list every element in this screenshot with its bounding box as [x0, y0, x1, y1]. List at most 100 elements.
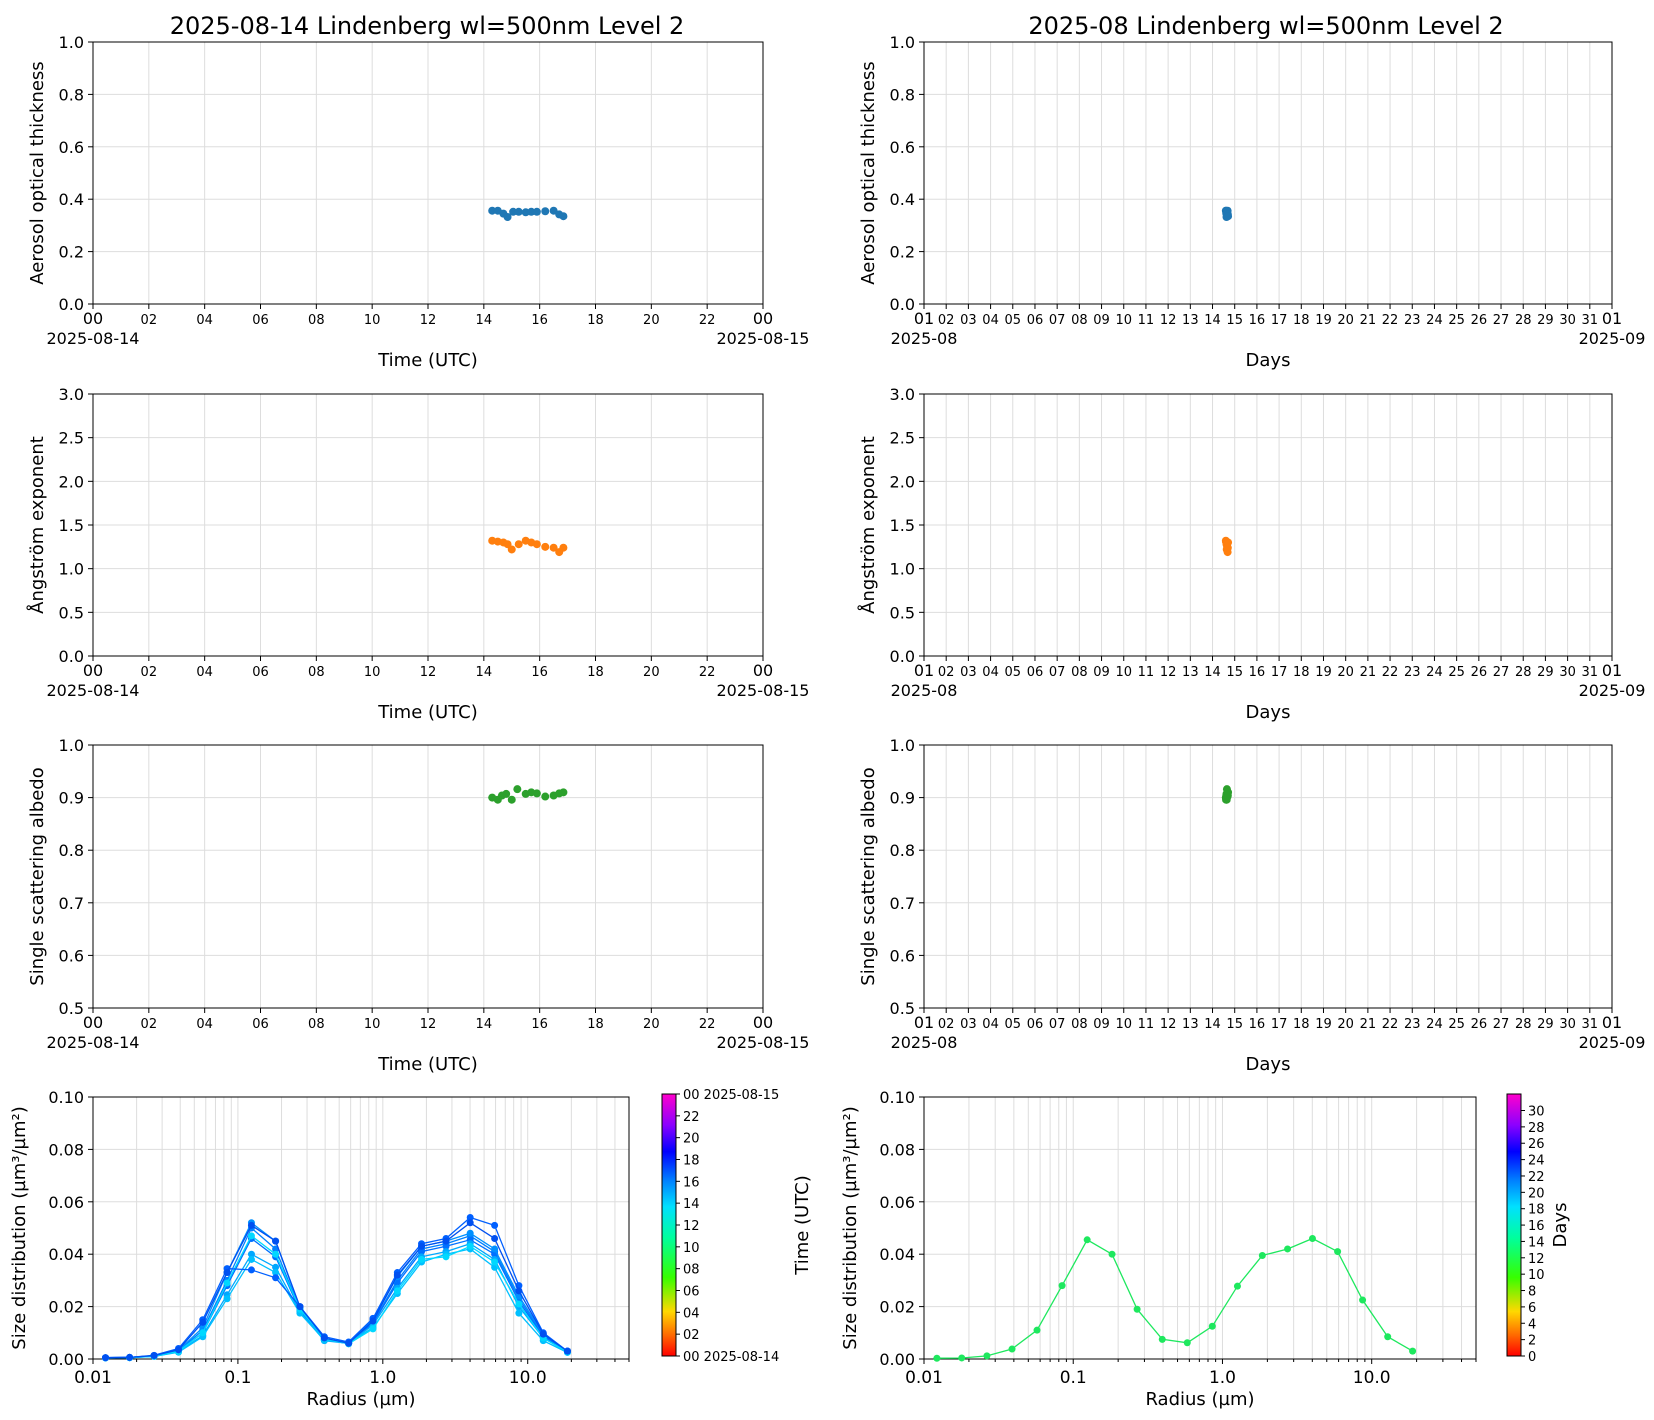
x-tick-label: 07: [1049, 313, 1066, 328]
data-point: [126, 1353, 134, 1361]
data-point: [559, 212, 568, 221]
x-tick-label: 20: [1337, 1017, 1354, 1032]
data-point: [247, 1266, 255, 1274]
colorbar-tick-label: 8: [1528, 1285, 1536, 1300]
data-point: [509, 207, 518, 216]
colorbar-tick-label: 12: [683, 1219, 700, 1234]
x-tick-label: 1.0: [369, 1368, 396, 1388]
colorbar-tick-label: 16: [683, 1175, 700, 1190]
y-tick-label: 1.0: [59, 736, 84, 755]
x-tick-label: 16: [531, 313, 548, 328]
x-tick-label: 12: [1160, 665, 1177, 680]
y-tick-label: 0.6: [59, 946, 84, 965]
data-point: [491, 1245, 499, 1253]
x-tick-label: 13: [1182, 1017, 1199, 1032]
x-tick-label: 17: [1271, 313, 1288, 328]
data-point: [488, 206, 497, 215]
data-point: [272, 1263, 280, 1271]
data-point: [442, 1253, 450, 1261]
x-tick-label: 09: [1093, 313, 1110, 328]
x-tick-label: 22: [1382, 1017, 1399, 1032]
x-tick-label: 10: [364, 313, 381, 328]
x-tick-label: 23: [1404, 665, 1421, 680]
y-axis-label: Size distribution (µm³/µm²): [9, 1106, 30, 1349]
data-point: [559, 788, 568, 797]
data-point: [1183, 1339, 1191, 1347]
y-tick-label: 0.4: [890, 190, 915, 209]
data-point: [1224, 212, 1233, 221]
x-tick-label: 0.1: [224, 1368, 251, 1388]
y-tick-label: 0.08: [879, 1140, 915, 1159]
y-axis-label: Ångström exponent: [857, 436, 879, 614]
colorbar-tick-label: 14: [683, 1197, 700, 1212]
x-tick-label: 04: [982, 665, 999, 680]
data-point: [1224, 788, 1233, 797]
x-tick-label: 06: [252, 313, 269, 328]
x-tick-label: 24: [1426, 313, 1443, 328]
x-date-end-label: 2025-09: [1579, 329, 1646, 348]
x-tick-label: 16: [531, 665, 548, 680]
x-tick-label: 05: [1005, 313, 1022, 328]
data-point: [223, 1279, 231, 1287]
y-axis-label: Single scattering albedo: [858, 767, 879, 985]
colorbar-tick-label: 12: [1528, 1252, 1545, 1267]
colorbar-tick-label: 6: [1528, 1301, 1536, 1316]
x-date-start-label: 2025-08: [891, 1033, 958, 1052]
chart-daily_aot: 0.0 0.2 0.4 0.6 0.8 1.0 00 02 04 06 08 10 12 14 16 18 20…: [27, 33, 809, 371]
colorbar-tick-label: 02: [683, 1328, 700, 1343]
monthly-colorbar-gradient: [1506, 1093, 1522, 1357]
x-tick-label: 02: [141, 665, 158, 680]
colorbar-tick-label: 22: [683, 1110, 700, 1125]
colorbar-tick-label: 08: [683, 1263, 700, 1278]
x-tick-label: 21: [1360, 665, 1377, 680]
y-tick-label: 0.5: [59, 603, 84, 622]
x-tick-label: 08: [1071, 665, 1088, 680]
axes-frame: [923, 41, 1613, 305]
x-date-start-label: 2025-08-14: [47, 1033, 140, 1052]
x-tick-label: 16: [531, 1017, 548, 1032]
y-tick-label: 0.02: [48, 1298, 84, 1317]
chart-daily_size: 0.00 0.02 0.04 0.06 0.08 0.10 0.01 0.1 1.0 10.0 Ra…: [9, 1088, 630, 1410]
x-tick-label: 24: [1426, 665, 1443, 680]
x-tick-label: 22: [699, 665, 716, 680]
data-point: [466, 1229, 474, 1237]
x-tick-label: 18: [587, 313, 604, 328]
x-tick-label: 11: [1138, 313, 1155, 328]
x-tick-label: 26: [1471, 313, 1488, 328]
x-axis-label: Days: [1246, 350, 1291, 371]
x-tick-label: 22: [1382, 665, 1399, 680]
data-point: [369, 1325, 377, 1333]
y-tick-label: 0.5: [59, 999, 84, 1018]
y-tick-label: 0.7: [59, 894, 84, 913]
x-tick-label: 06: [1027, 665, 1044, 680]
data-point: [507, 795, 516, 804]
x-tick-label: 01: [1602, 309, 1622, 328]
x-tick-label: 31: [1582, 665, 1599, 680]
data-point: [174, 1346, 182, 1354]
x-tick-label: 23: [1404, 313, 1421, 328]
x-tick-label: 29: [1537, 665, 1554, 680]
data-point: [527, 207, 536, 216]
x-tick-label: 27: [1493, 665, 1510, 680]
x-tick-label: 17: [1271, 665, 1288, 680]
x-tick-label: 1.0: [1209, 1368, 1236, 1388]
x-date-start-label: 2025-08-14: [47, 681, 140, 700]
x-tick-label: 08: [308, 665, 325, 680]
axes-frame: [92, 744, 764, 1009]
series-line: [105, 1216, 568, 1359]
data-point: [1033, 1326, 1041, 1334]
data-point: [1058, 1282, 1066, 1290]
x-tick-label: 25: [1448, 665, 1465, 680]
y-tick-label: 0.5: [890, 603, 915, 622]
data-point: [983, 1352, 991, 1360]
colorbar-tick-label: 0: [1528, 1350, 1536, 1365]
data-point: [345, 1339, 353, 1347]
data-point: [199, 1318, 207, 1326]
x-tick-label: 00: [753, 1013, 773, 1032]
x-tick-label: 10.0: [1353, 1368, 1391, 1388]
x-date-start-label: 2025-08-14: [47, 329, 140, 348]
x-axis-label: Days: [1246, 702, 1291, 723]
y-tick-label: 1.0: [890, 736, 915, 755]
x-tick-label: 01: [1602, 1013, 1622, 1032]
